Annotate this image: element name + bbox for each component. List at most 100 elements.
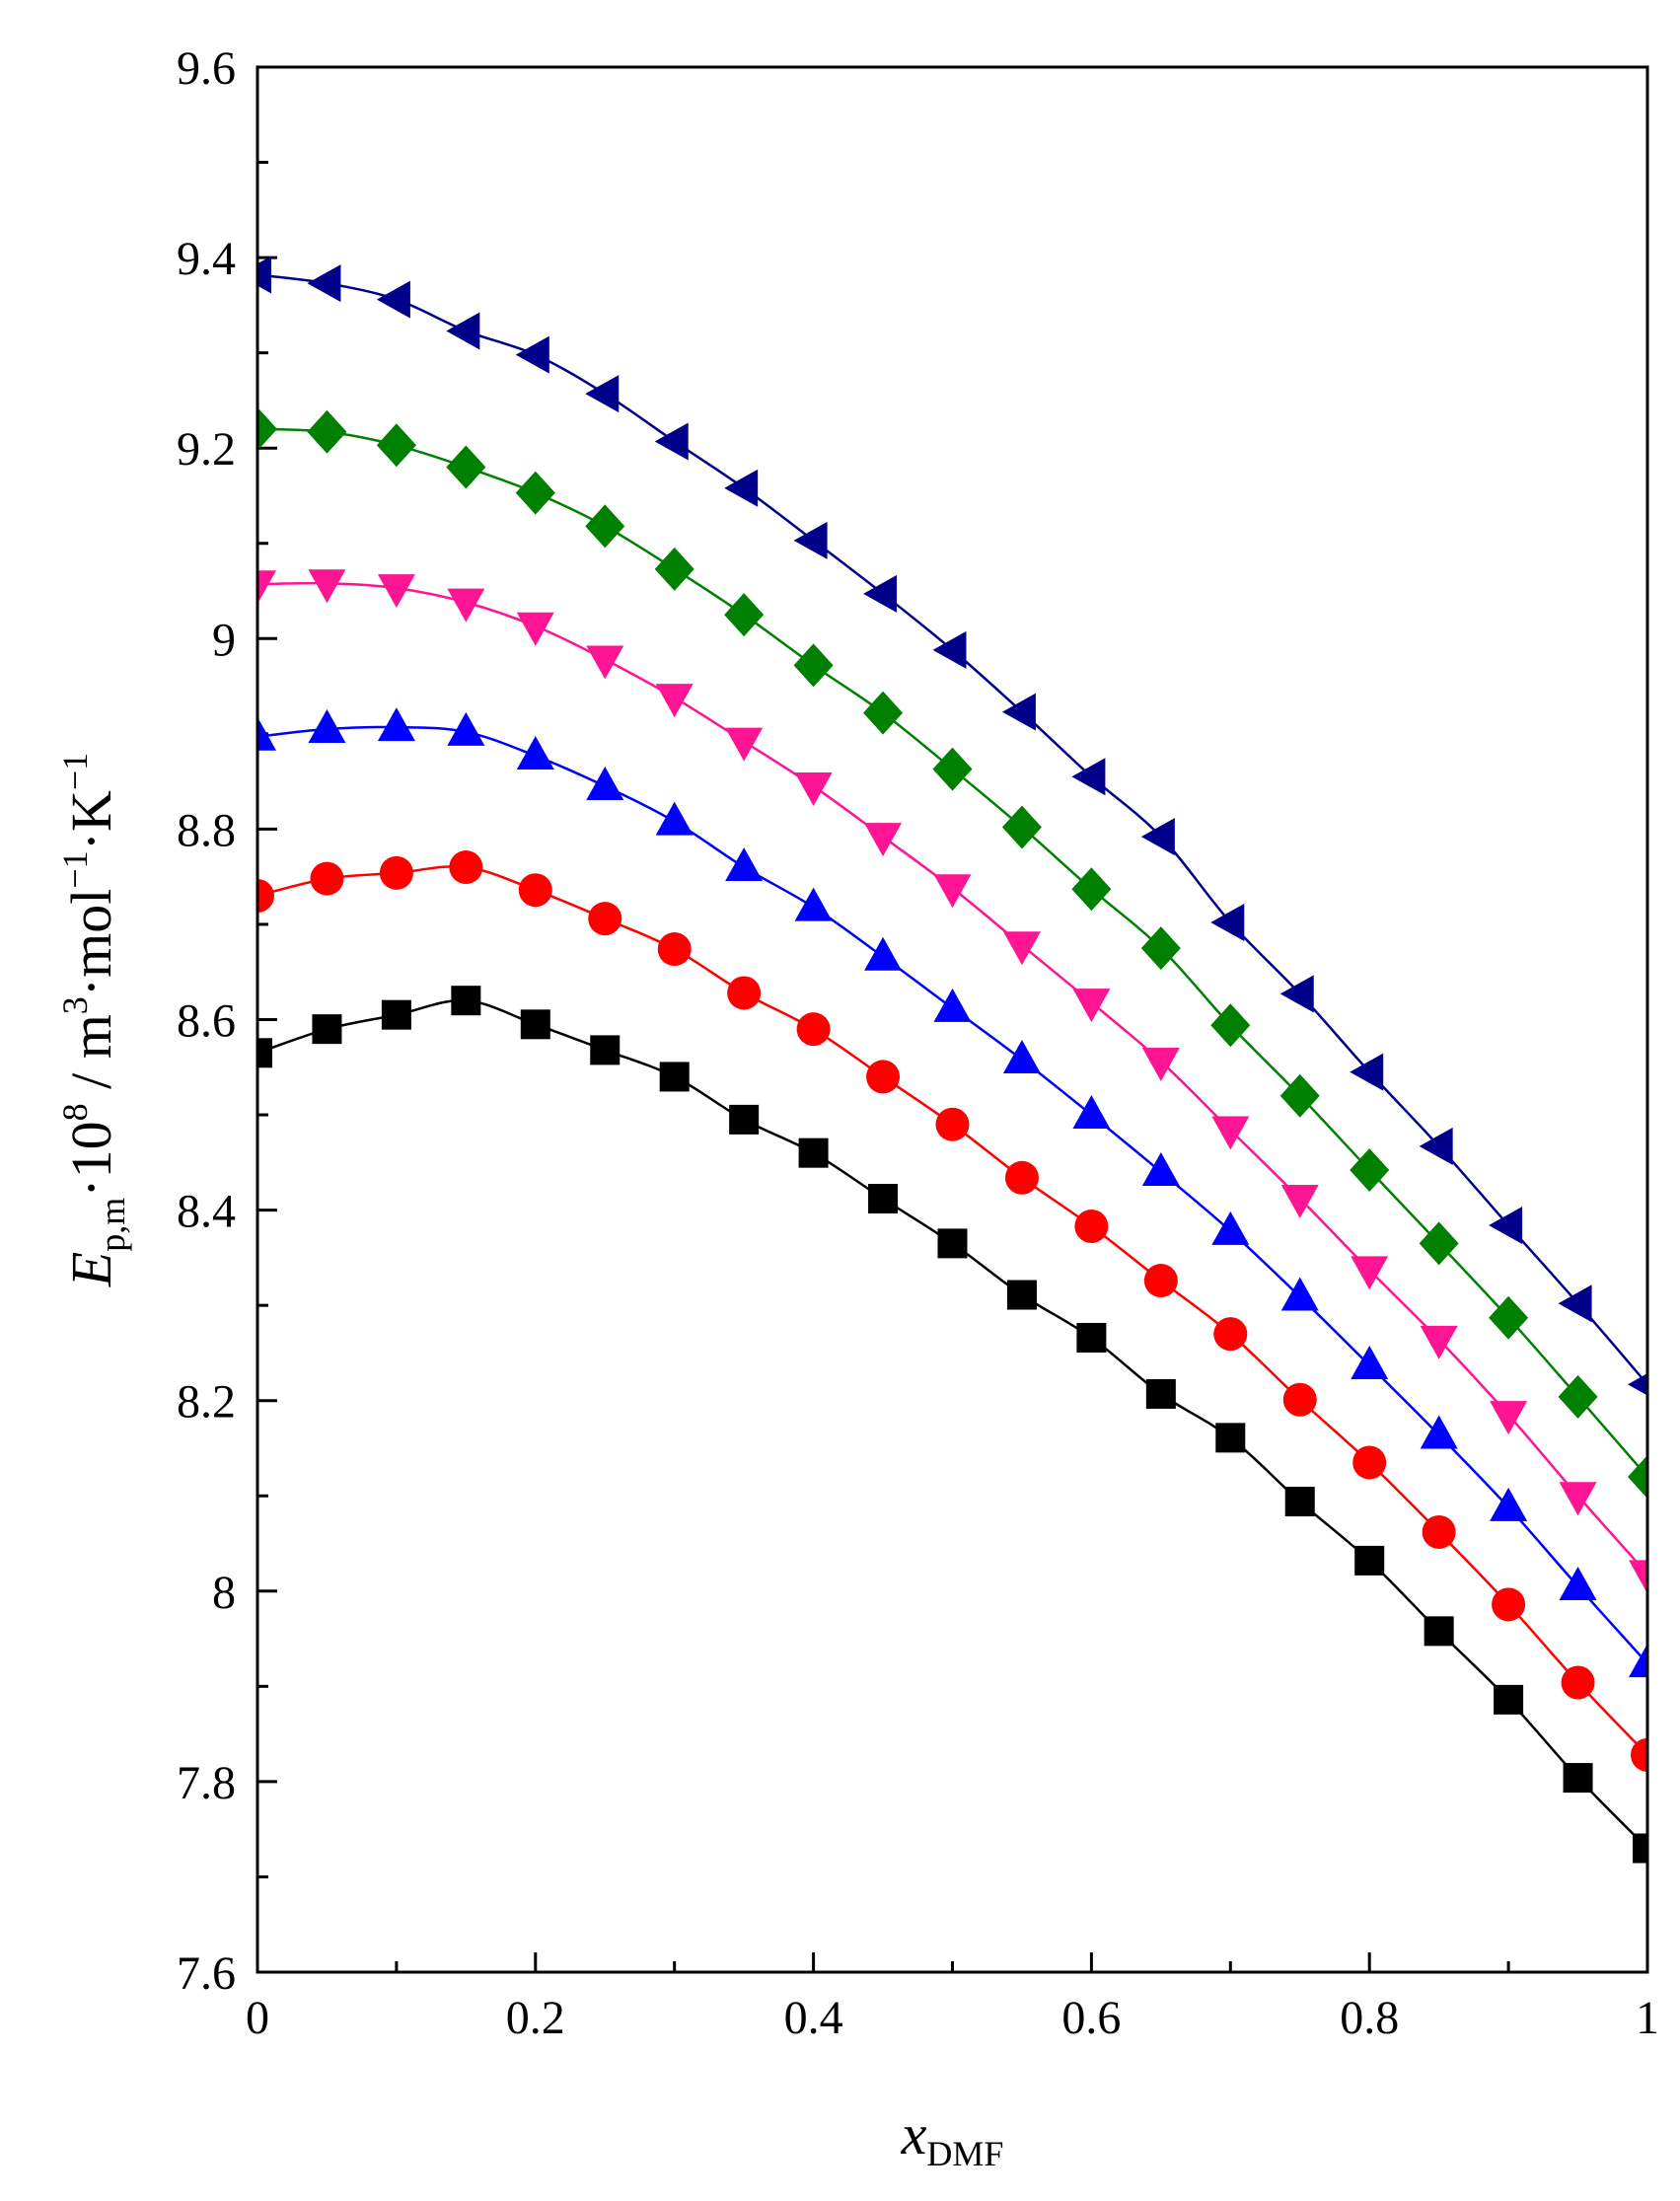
plot-frame (256, 65, 1649, 1974)
data-point (864, 823, 903, 857)
data-point (257, 570, 276, 605)
data-point (1141, 1151, 1180, 1186)
data-point (729, 1104, 760, 1135)
data-point (863, 691, 904, 735)
data-point (1279, 1073, 1320, 1118)
series-line (257, 427, 1647, 1478)
data-point (937, 1228, 968, 1259)
data-point (1561, 1665, 1595, 1700)
data-point (447, 588, 485, 623)
data-point (1004, 1160, 1039, 1195)
data-point (932, 747, 973, 791)
y-tick-label: 8.2 (177, 1376, 236, 1429)
data-point (1628, 1454, 1647, 1499)
data-point (451, 986, 481, 1016)
data-point (257, 256, 271, 294)
data-point (447, 711, 485, 746)
x-tick-label: 0.6 (1061, 1992, 1121, 2044)
y-tick-label: 8.4 (177, 1186, 236, 1238)
y-title-part: ·10 (59, 1121, 123, 1197)
data-point (518, 873, 552, 908)
data-point (376, 423, 416, 468)
data-point (1494, 1684, 1524, 1715)
data-point (1076, 1322, 1107, 1353)
data-point (1424, 1616, 1454, 1647)
data-point (1280, 1277, 1319, 1311)
data-point (1071, 758, 1106, 796)
data-point (1001, 693, 1036, 731)
data-point (310, 861, 344, 896)
data-point (381, 999, 411, 1030)
data-point (1072, 1095, 1111, 1130)
data-point (863, 574, 898, 613)
data-point (1140, 926, 1181, 971)
y-tick-label: 9.2 (177, 423, 236, 476)
data-point (515, 471, 555, 515)
y-title-part: −1 (55, 850, 95, 888)
data-point (864, 936, 903, 971)
data-point (1420, 1325, 1458, 1359)
data-point (1001, 805, 1042, 849)
data-point (1140, 818, 1175, 856)
data-point (1490, 1487, 1528, 1521)
data-point (1210, 1003, 1251, 1048)
data-point (793, 643, 834, 688)
y-title-part: E (59, 1252, 123, 1287)
data-point (933, 988, 972, 1022)
data-point (1351, 1256, 1389, 1290)
series-group (257, 256, 1647, 1864)
series-triangle-down (257, 569, 1647, 1594)
x-tick-label: 0.8 (1340, 1992, 1399, 2044)
series-square (257, 986, 1647, 1864)
data-point (1072, 989, 1111, 1023)
data-point (725, 847, 764, 882)
x-tick-label: 0 (246, 1992, 269, 2044)
data-point (1215, 1423, 1246, 1453)
data-point (793, 521, 828, 559)
data-point (312, 1014, 342, 1045)
y-tick-label: 8.8 (177, 804, 236, 856)
data-point (654, 422, 689, 461)
data-point (1422, 1514, 1456, 1549)
data-point (1006, 1280, 1037, 1310)
data-point (654, 547, 694, 591)
data-point (866, 1060, 901, 1094)
data-point (1419, 1221, 1459, 1266)
data-point (1074, 1210, 1109, 1244)
data-point (1420, 1415, 1458, 1449)
series-circle (257, 850, 1647, 1772)
x-tick-label: 0.4 (784, 1992, 843, 2044)
tick-labels: 0 0.2 0.4 0.6 0.8 1 7.6 7.8 8 8.2 8.4 8.6 8.8 9 9.2 9.4… (177, 42, 1659, 2044)
data-point (379, 855, 413, 890)
data-point (516, 736, 554, 770)
data-point (257, 1038, 272, 1068)
data-point (1143, 1264, 1178, 1298)
data-point (1559, 1482, 1597, 1516)
data-point (796, 1012, 831, 1047)
data-point (1350, 1148, 1390, 1193)
data-point (377, 574, 415, 609)
data-point (1352, 1445, 1387, 1480)
y-tick-label: 8 (212, 1567, 236, 1619)
data-point (1354, 1545, 1385, 1576)
y-tick-label: 9.6 (177, 42, 236, 95)
data-point (1145, 1378, 1176, 1409)
x-title-sub: DMF (926, 2134, 1003, 2173)
data-point (1419, 1127, 1453, 1165)
y-tick-label: 7.8 (177, 1757, 236, 1809)
data-point (933, 874, 972, 909)
data-point (798, 1137, 829, 1168)
data-point (1629, 1644, 1647, 1678)
y-tick-label: 8.6 (177, 995, 236, 1048)
data-point (1141, 1047, 1180, 1081)
data-point (588, 902, 622, 936)
data-point (727, 976, 762, 1010)
y-title-part: −1 (55, 753, 95, 790)
data-point (515, 335, 549, 374)
data-point (1558, 1374, 1598, 1419)
data-point (257, 406, 277, 451)
data-point (308, 569, 346, 604)
y-title-part: ·K (59, 790, 123, 850)
data-point (1558, 1284, 1592, 1323)
data-point (585, 375, 620, 413)
